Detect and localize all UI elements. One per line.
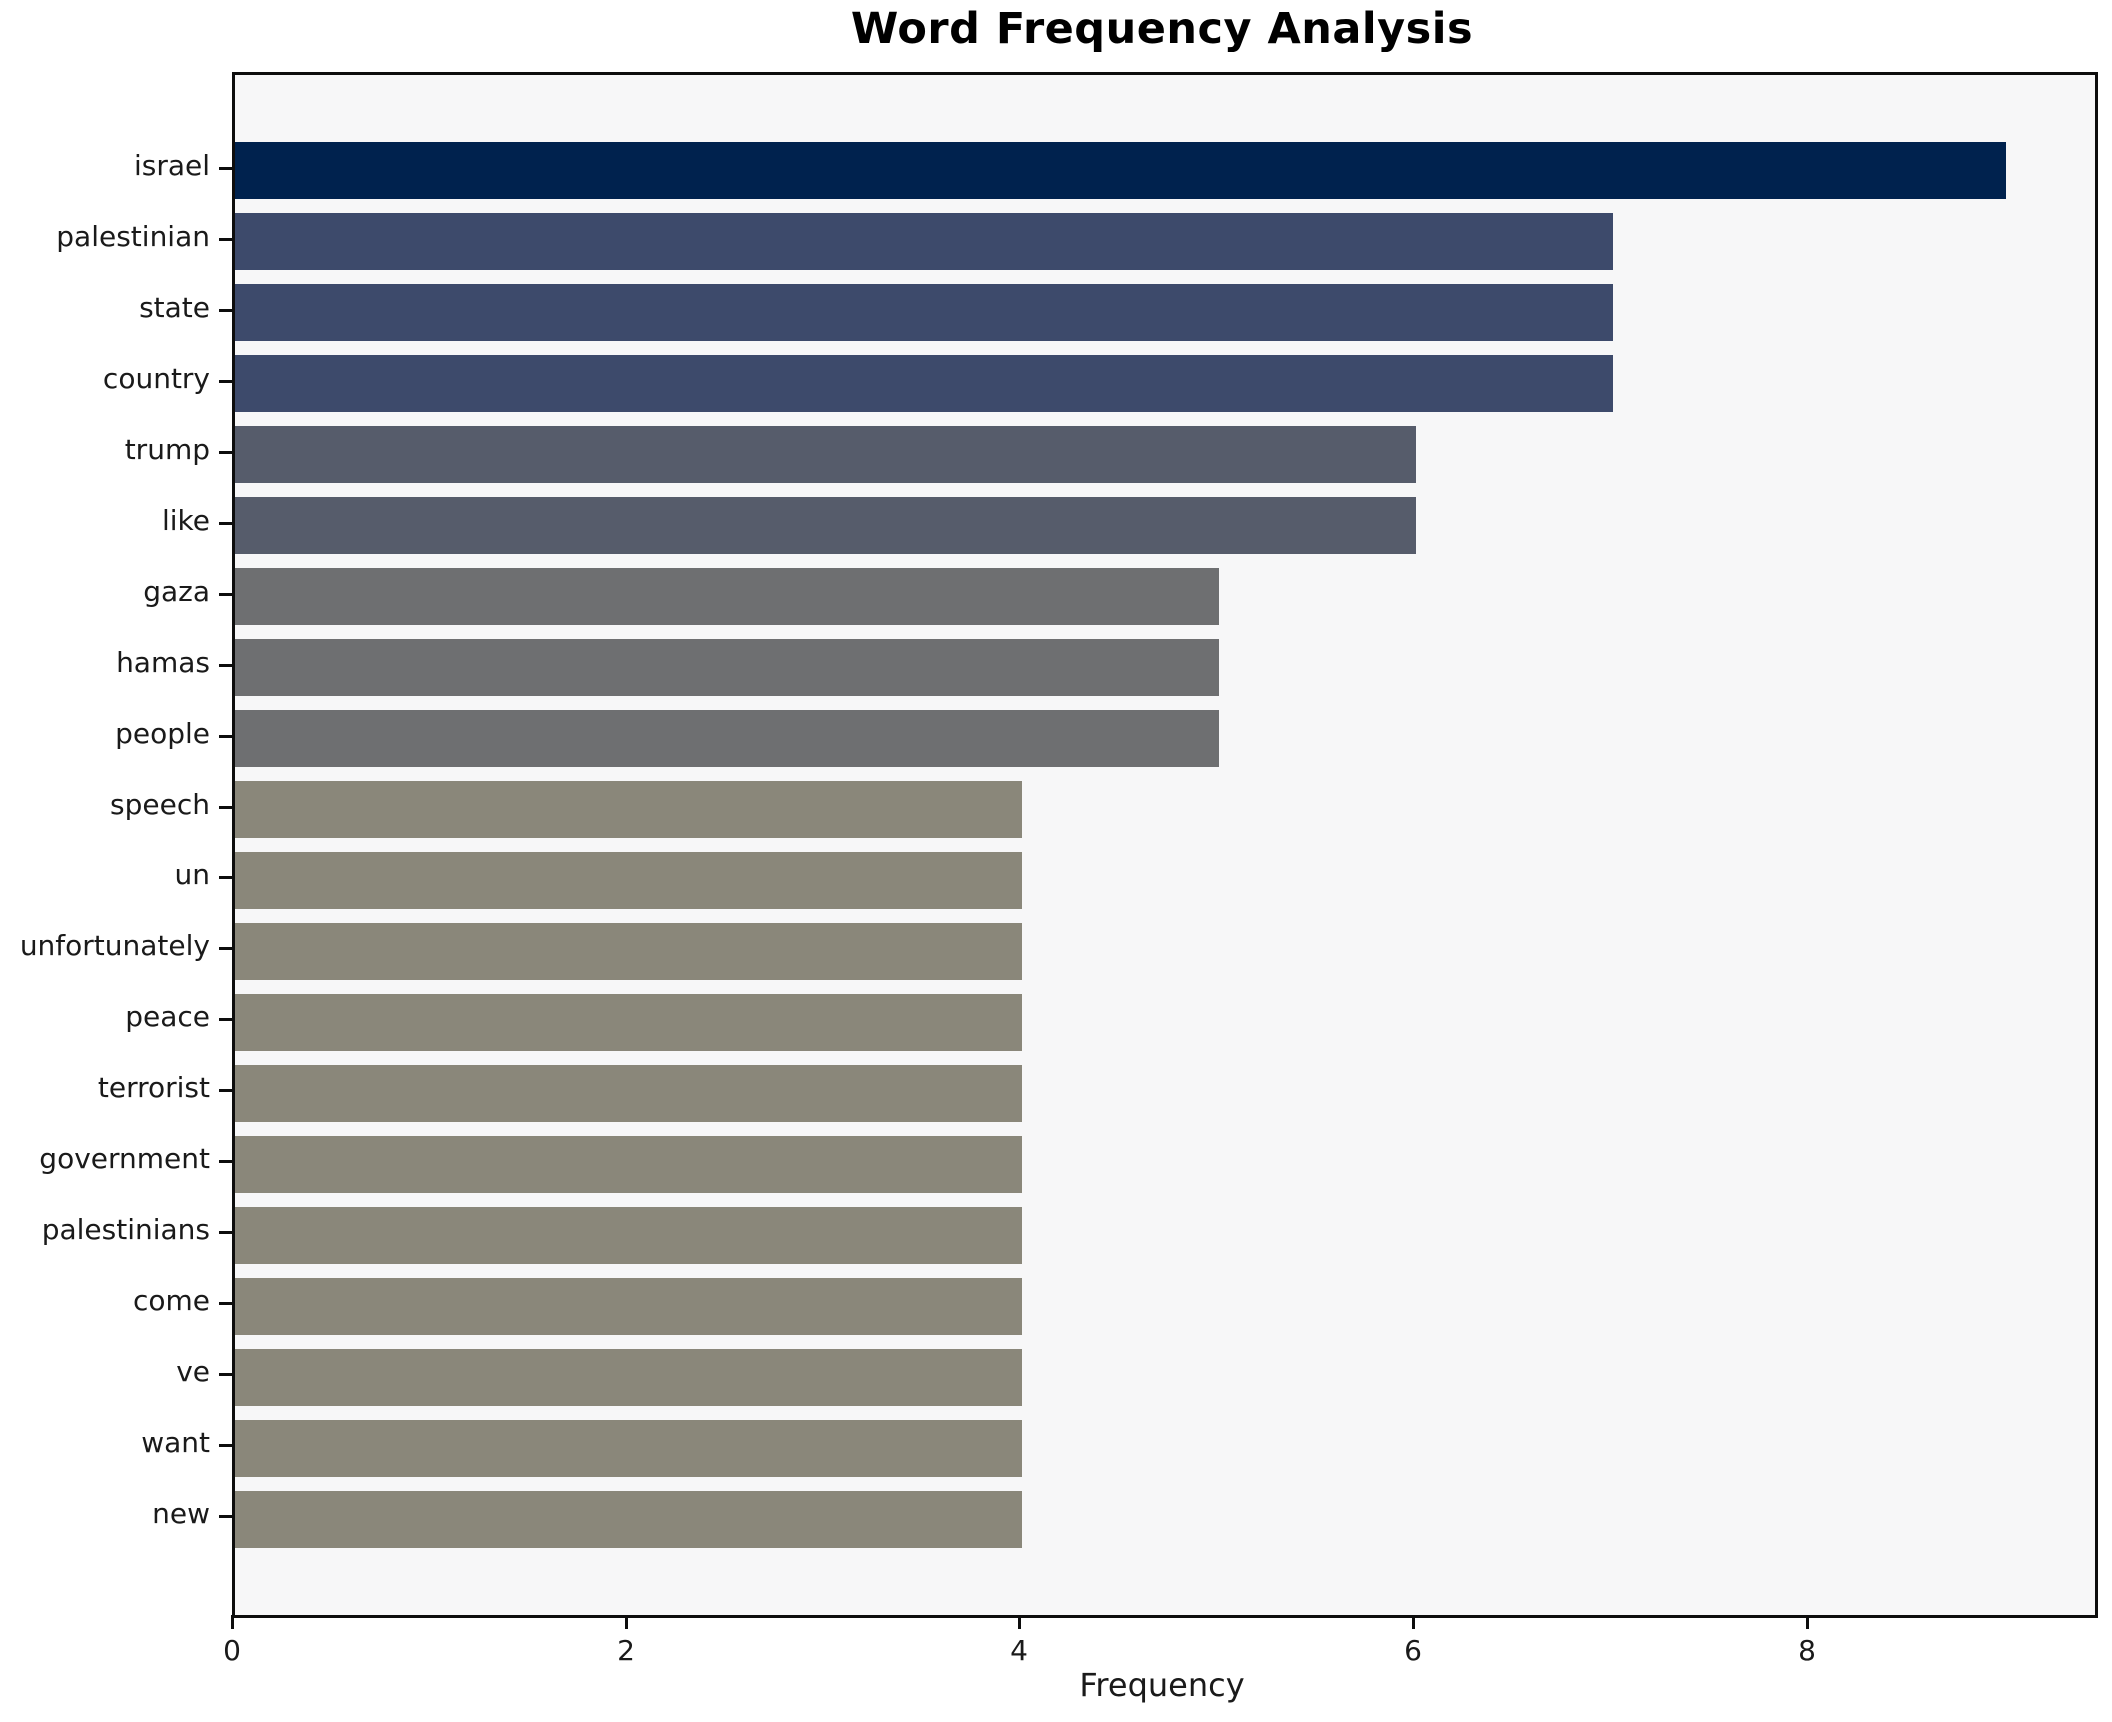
- y-tick-label: government: [39, 1142, 210, 1175]
- x-tick-label: 4: [1010, 1634, 1028, 1667]
- bar-want: [235, 1420, 1022, 1477]
- y-tick-label: want: [141, 1426, 210, 1459]
- y-tick-label: speech: [110, 788, 210, 821]
- bar-new: [235, 1491, 1022, 1548]
- y-tick-mark: [219, 309, 232, 312]
- y-tick-mark: [219, 664, 232, 667]
- y-tick-mark: [219, 167, 232, 170]
- y-tick-mark: [219, 451, 232, 454]
- x-tick-label: 6: [1404, 1634, 1422, 1667]
- y-tick-label: terrorist: [97, 1071, 210, 1104]
- y-tick-label: un: [174, 858, 211, 891]
- y-tick-label: ve: [176, 1355, 210, 1388]
- plot-area: [232, 72, 2098, 1618]
- x-tick-mark: [1018, 1615, 1021, 1629]
- y-tick-mark: [219, 735, 232, 738]
- y-tick-mark: [219, 522, 232, 525]
- x-tick-label: 0: [223, 1634, 241, 1667]
- x-tick-mark: [625, 1615, 628, 1629]
- bar-trump: [235, 426, 1416, 483]
- bar-come: [235, 1278, 1022, 1335]
- y-tick-label: peace: [125, 1000, 210, 1033]
- x-tick-label: 8: [1798, 1634, 1816, 1667]
- y-tick-mark: [219, 593, 232, 596]
- y-tick-mark: [219, 1018, 232, 1021]
- bar-speech: [235, 781, 1022, 838]
- bar-unfortunately: [235, 923, 1022, 980]
- bars-layer: [235, 75, 2095, 1615]
- bar-ve: [235, 1349, 1022, 1406]
- y-tick-mark: [219, 1302, 232, 1305]
- y-tick-label: gaza: [143, 575, 210, 608]
- x-tick-mark: [1806, 1615, 1809, 1629]
- bar-israel: [235, 142, 2006, 199]
- y-tick-label: country: [102, 362, 210, 395]
- x-tick-mark: [1412, 1615, 1415, 1629]
- bar-state: [235, 284, 1613, 341]
- y-tick-mark: [219, 1515, 232, 1518]
- y-tick-label: come: [132, 1284, 210, 1317]
- y-tick-label: hamas: [116, 646, 210, 679]
- bar-terrorist: [235, 1065, 1022, 1122]
- bar-palestinian: [235, 213, 1613, 270]
- x-tick-label: 2: [617, 1634, 635, 1667]
- bar-peace: [235, 994, 1022, 1051]
- bar-gaza: [235, 568, 1219, 625]
- y-tick-mark: [219, 1373, 232, 1376]
- y-tick-label: state: [139, 291, 210, 324]
- bar-like: [235, 497, 1416, 554]
- y-tick-label: palestinians: [41, 1213, 210, 1246]
- y-tick-mark: [219, 238, 232, 241]
- y-tick-mark: [219, 1231, 232, 1234]
- y-tick-label: people: [115, 717, 210, 750]
- y-tick-mark: [219, 1444, 232, 1447]
- y-tick-label: like: [161, 504, 210, 537]
- y-tick-label: trump: [124, 433, 210, 466]
- y-tick-mark: [219, 876, 232, 879]
- bar-palestinians: [235, 1207, 1022, 1264]
- y-tick-mark: [219, 806, 232, 809]
- bar-people: [235, 710, 1219, 767]
- y-tick-mark: [219, 1089, 232, 1092]
- y-tick-mark: [219, 380, 232, 383]
- chart-title: Word Frequency Analysis: [850, 4, 1474, 54]
- bar-hamas: [235, 639, 1219, 696]
- x-tick-mark: [231, 1615, 234, 1629]
- y-tick-label: new: [152, 1497, 210, 1530]
- y-tick-mark: [219, 947, 232, 950]
- bar-un: [235, 852, 1022, 909]
- y-tick-mark: [219, 1160, 232, 1163]
- y-tick-label: palestinian: [56, 220, 210, 253]
- bar-government: [235, 1136, 1022, 1193]
- y-tick-label: unfortunately: [19, 929, 210, 962]
- y-tick-label: israel: [133, 149, 210, 182]
- x-axis-label: Frequency: [1079, 1666, 1245, 1704]
- bar-country: [235, 355, 1613, 412]
